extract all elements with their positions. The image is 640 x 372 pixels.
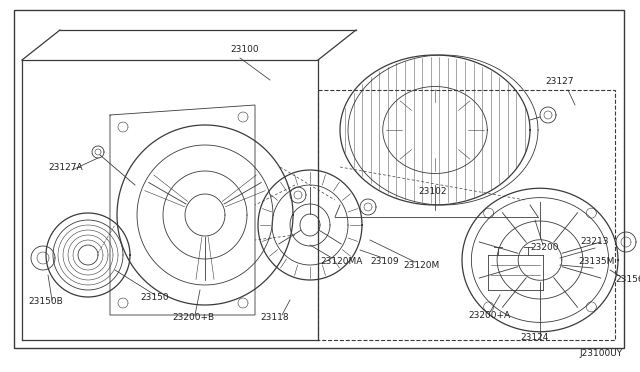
Text: 23150: 23150 (140, 294, 168, 302)
Text: 23200+B: 23200+B (172, 314, 214, 323)
Text: 23150B: 23150B (28, 298, 63, 307)
Text: 23127: 23127 (545, 77, 573, 87)
Text: 23100: 23100 (230, 45, 259, 55)
Text: 23109: 23109 (370, 257, 399, 266)
Text: 23124: 23124 (520, 334, 548, 343)
Text: 23127A: 23127A (48, 164, 83, 173)
Text: J23100UY: J23100UY (580, 349, 623, 358)
Text: 23156: 23156 (615, 276, 640, 285)
Text: 23118: 23118 (260, 314, 289, 323)
Text: 23200+A: 23200+A (468, 311, 510, 320)
Text: 23213: 23213 (580, 237, 609, 247)
Text: 23135M: 23135M (578, 257, 614, 266)
Bar (318, 90, 615, 340)
Text: 23200: 23200 (530, 244, 559, 253)
Text: 23102: 23102 (418, 187, 447, 196)
Text: 23120MA: 23120MA (320, 257, 362, 266)
Text: 23120M: 23120M (403, 262, 439, 270)
